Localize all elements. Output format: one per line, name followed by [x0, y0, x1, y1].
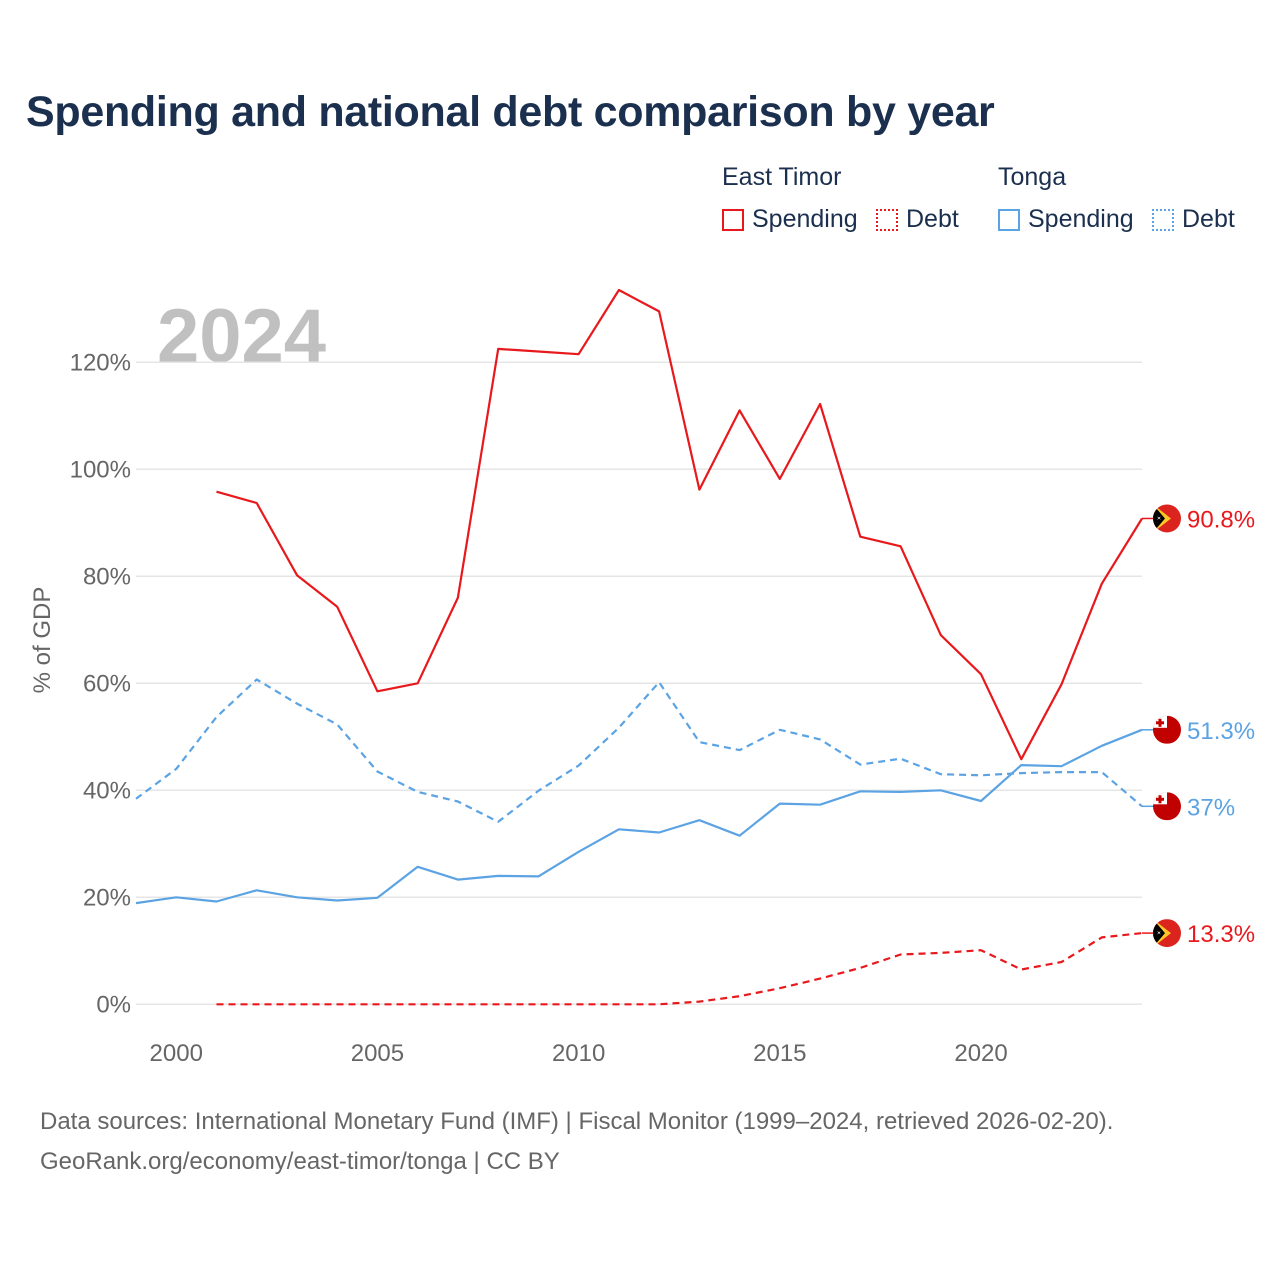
dotted-line-swatch-icon	[1152, 208, 1174, 231]
x-tick-label: 2000	[150, 1040, 203, 1067]
x-tick-label: 2015	[753, 1040, 806, 1067]
solid-line-swatch-icon	[722, 208, 744, 231]
year-watermark: 2024	[157, 294, 326, 379]
tonga-flag-icon	[1153, 716, 1181, 744]
legend-east-timor-spending[interactable]: Spending	[722, 205, 858, 234]
series-line-tonga-debt[interactable]	[135, 678, 1143, 823]
legend-group-east-timor: East Timor	[722, 163, 842, 191]
y-tick-label: 120%	[70, 349, 131, 376]
end-value-label: 37%	[1187, 794, 1235, 821]
y-axis-label: % of GDP	[29, 587, 56, 694]
y-tick-label: 60%	[83, 670, 131, 697]
east-timor-flag-icon	[1153, 504, 1181, 532]
legend-east-timor-debt[interactable]: Debt	[876, 205, 959, 234]
end-value-label: 51.3%	[1187, 718, 1255, 745]
y-tick-label: 20%	[83, 884, 131, 911]
x-tick-label: 2005	[351, 1040, 404, 1067]
legend-group-tonga: Tonga	[998, 163, 1067, 191]
series-line-tonga-spending[interactable]	[135, 728, 1143, 905]
solid-line-swatch-icon	[998, 208, 1020, 231]
chart-title: Spending and national debt comparison by…	[26, 88, 995, 136]
end-value-label: 90.8%	[1187, 506, 1255, 533]
legend-tonga-debt[interactable]: Debt	[1152, 205, 1235, 234]
series-line-east-timor-spending[interactable]	[216, 288, 1143, 761]
source-line-1: Data sources: International Monetary Fun…	[40, 1108, 1114, 1135]
east-timor-flag-icon	[1153, 919, 1181, 947]
legend-label: Spending	[752, 205, 858, 233]
legend-label: Debt	[906, 205, 959, 233]
y-tick-label: 80%	[83, 563, 131, 590]
x-tick-label: 2010	[552, 1040, 605, 1067]
source-line-2[interactable]: GeoRank.org/economy/east-timor/tonga | C…	[40, 1148, 560, 1175]
legend-tonga-spending[interactable]: Spending	[998, 205, 1134, 234]
y-tick-label: 0%	[96, 991, 131, 1018]
series-line-east-timor-debt[interactable]	[216, 932, 1143, 1006]
dotted-line-swatch-icon	[876, 208, 898, 231]
tonga-flag-icon	[1153, 792, 1181, 820]
legend-label: Spending	[1028, 205, 1134, 233]
y-tick-label: 100%	[70, 456, 131, 483]
legend-label: Debt	[1182, 205, 1235, 233]
y-tick-label: 40%	[83, 777, 131, 804]
x-tick-label: 2020	[954, 1040, 1007, 1067]
end-value-label: 13.3%	[1187, 921, 1255, 948]
